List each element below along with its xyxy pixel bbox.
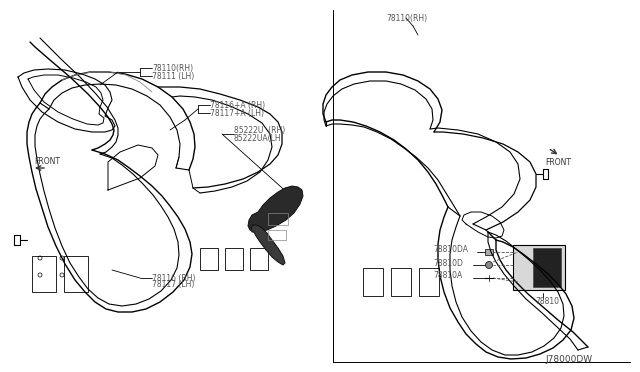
Bar bbox=[419, 268, 439, 296]
Text: 85222UA(LH): 85222UA(LH) bbox=[234, 134, 285, 142]
Bar bbox=[64, 256, 88, 292]
Text: 78810D: 78810D bbox=[433, 259, 463, 267]
Bar bbox=[391, 268, 411, 296]
Bar bbox=[533, 248, 561, 287]
Text: 78810A: 78810A bbox=[433, 272, 462, 280]
Polygon shape bbox=[248, 186, 303, 232]
Text: J78000DW: J78000DW bbox=[545, 356, 592, 365]
Bar bbox=[513, 245, 565, 290]
Text: 78117 (LH): 78117 (LH) bbox=[152, 280, 195, 289]
Text: 78116+A (RH): 78116+A (RH) bbox=[210, 100, 265, 109]
Text: FRONT: FRONT bbox=[34, 157, 60, 166]
Bar bbox=[268, 230, 286, 240]
Bar bbox=[225, 248, 243, 270]
Bar bbox=[32, 256, 56, 292]
Text: 78117+A (LH): 78117+A (LH) bbox=[210, 109, 264, 118]
Text: FRONT: FRONT bbox=[545, 157, 571, 167]
Circle shape bbox=[486, 262, 493, 269]
Bar bbox=[363, 268, 383, 296]
Bar bbox=[200, 248, 218, 270]
Text: 78116 (RH): 78116 (RH) bbox=[152, 273, 195, 282]
Text: 78810: 78810 bbox=[535, 298, 559, 307]
Text: 85222U  (RH): 85222U (RH) bbox=[234, 125, 285, 135]
Text: 78110(RH): 78110(RH) bbox=[386, 13, 427, 22]
Text: 78110(RH): 78110(RH) bbox=[152, 64, 193, 73]
Bar bbox=[250, 248, 268, 270]
Bar bbox=[268, 213, 288, 225]
Bar bbox=[485, 249, 493, 255]
Text: 78810DA: 78810DA bbox=[433, 246, 468, 254]
Polygon shape bbox=[251, 225, 285, 265]
Text: 78111 (LH): 78111 (LH) bbox=[152, 71, 195, 80]
